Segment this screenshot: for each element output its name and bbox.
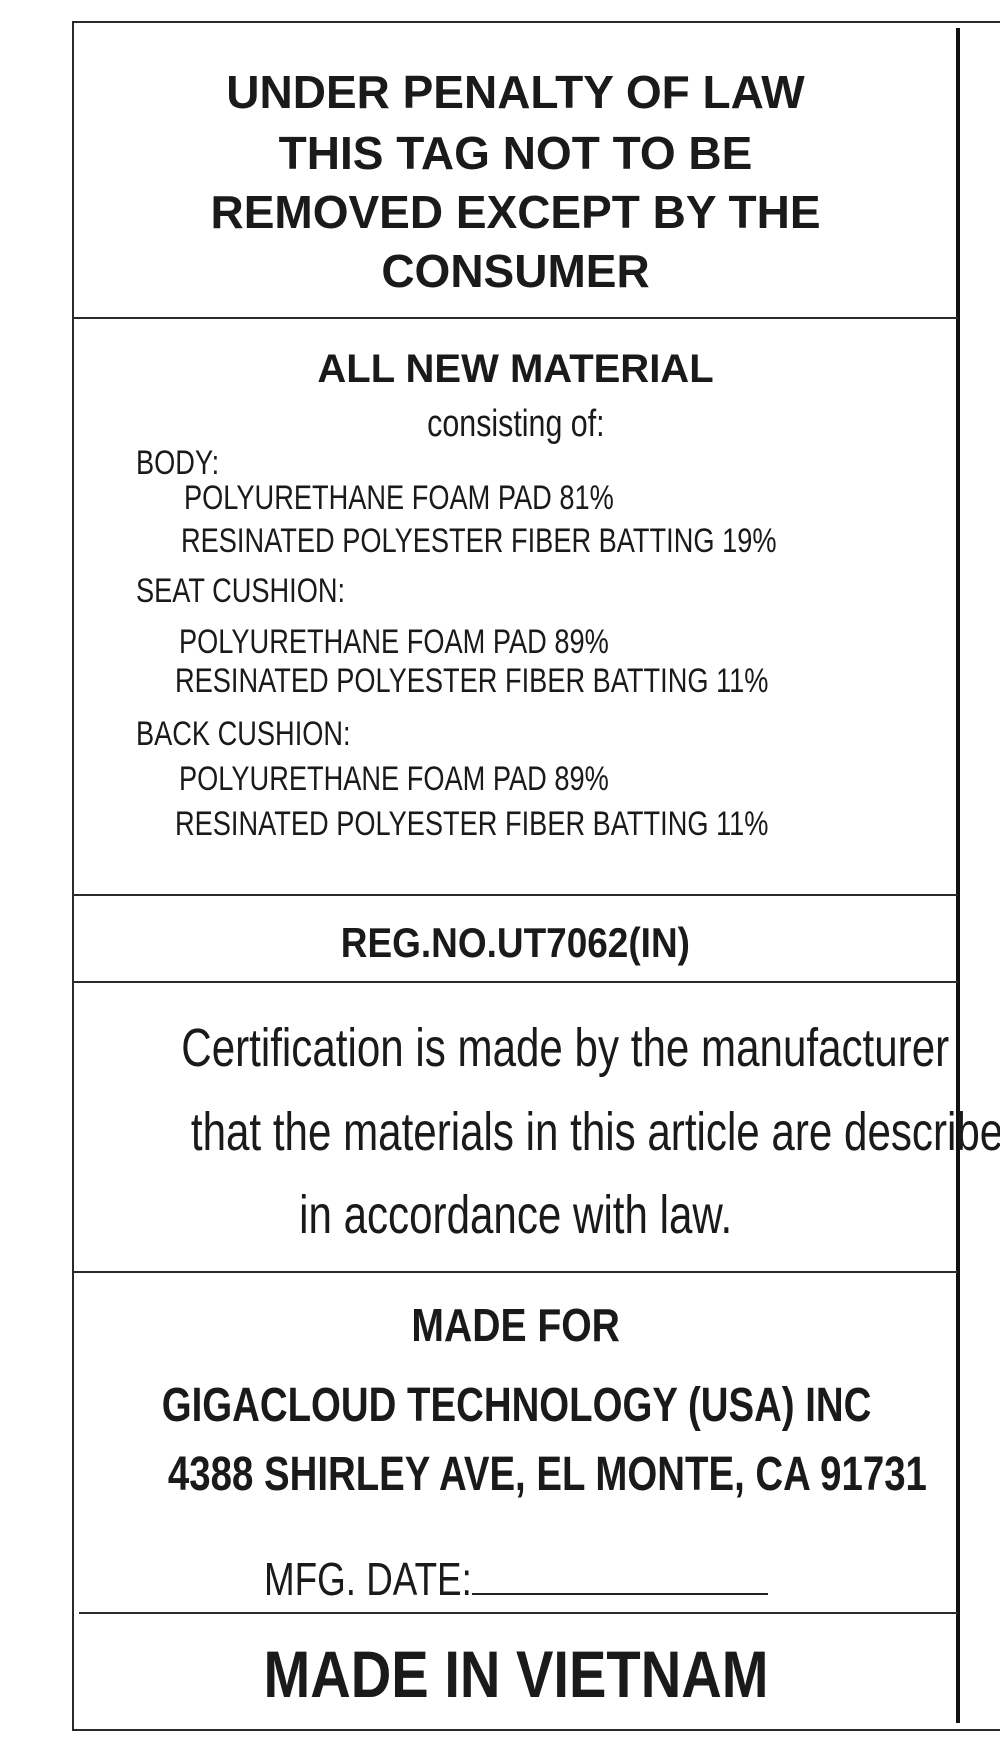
warning-line: THIS TAG NOT TO BE [278, 127, 753, 179]
warning-line: UNDER PENALTY OF LAW [226, 66, 805, 118]
certification-line: in accordance with law. [298, 1185, 733, 1245]
material-item: RESINATED POLYESTER FIBER BATTING 11% [175, 805, 769, 843]
country-of-origin: MADE IN VIETNAM [263, 1637, 768, 1711]
border-right [956, 28, 960, 1723]
company-address: 4388 SHIRLEY AVE, EL MONTE, CA 91731 [167, 1448, 927, 1501]
divider [73, 894, 958, 896]
certification-line: Certification is made by the manufacture… [181, 1018, 950, 1078]
company-name: GIGACLOUD TECHNOLOGY (USA) INC [161, 1379, 872, 1432]
section-label-back-cushion: BACK CUSHION: [136, 715, 351, 753]
mfg-date-field[interactable] [471, 1555, 768, 1595]
section-label-body: BODY: [136, 444, 220, 482]
warning-line: REMOVED EXCEPT BY THE [210, 186, 821, 238]
material-item: RESINATED POLYESTER FIBER BATTING 19% [181, 522, 777, 560]
certification-line: that the materials in this article are d… [190, 1102, 1000, 1162]
divider [73, 317, 958, 319]
border-left [72, 21, 74, 1731]
material-heading: ALL NEW MATERIAL [317, 347, 714, 391]
material-item: POLYURETHANE FOAM PAD 81% [184, 479, 614, 517]
border-top [73, 21, 1000, 23]
divider [73, 1271, 958, 1273]
made-for-heading: MADE FOR [411, 1299, 620, 1351]
registration-number: REG.NO.UT7062(IN) [340, 919, 691, 966]
divider [73, 981, 958, 983]
section-label-seat-cushion: SEAT CUSHION: [136, 572, 346, 610]
material-item: RESINATED POLYESTER FIBER BATTING 11% [175, 662, 769, 700]
border-bottom [73, 1729, 1000, 1731]
material-item: POLYURETHANE FOAM PAD 89% [179, 623, 609, 661]
material-item: POLYURETHANE FOAM PAD 89% [179, 760, 609, 798]
divider [79, 1612, 958, 1614]
mfg-date-label: MFG. DATE: [263, 1553, 472, 1605]
warning-line: CONSUMER [381, 245, 650, 297]
material-subheading: consisting of: [426, 403, 605, 445]
